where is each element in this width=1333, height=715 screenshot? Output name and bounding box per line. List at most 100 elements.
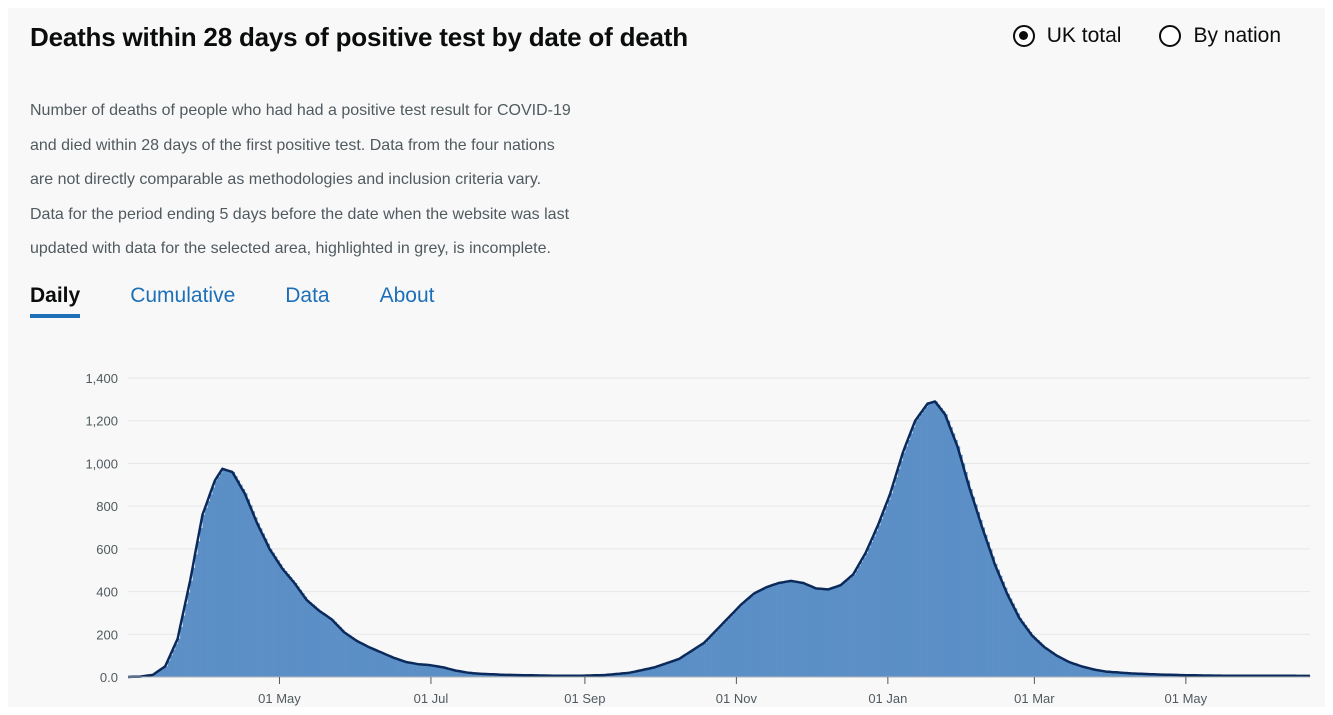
daily-bar — [949, 427, 953, 677]
radio-unchecked-icon[interactable] — [1159, 25, 1182, 47]
daily-bar — [614, 674, 618, 677]
daily-bar — [172, 649, 176, 677]
radio-by-nation-label: By nation — [1193, 24, 1281, 47]
daily-bar — [726, 619, 730, 677]
daily-bar — [177, 638, 181, 677]
daily-bar — [1044, 647, 1048, 677]
daily-bar — [483, 673, 486, 677]
daily-bar — [1014, 608, 1018, 677]
daily-bar — [311, 604, 315, 677]
y-tick-label: 200 — [96, 627, 118, 642]
daily-bar — [867, 547, 871, 677]
daily-bar — [458, 671, 462, 677]
daily-bar — [1088, 668, 1092, 677]
daily-bar — [371, 648, 375, 677]
daily-bar — [423, 664, 427, 677]
daily-bar — [962, 463, 966, 677]
daily-bar — [656, 666, 660, 677]
x-tick-label: 01 Mar — [1014, 691, 1055, 706]
daily-bar — [460, 671, 464, 677]
daily-bar — [1004, 587, 1008, 677]
daily-bar — [1146, 674, 1149, 677]
daily-bar — [190, 580, 193, 677]
daily-bar — [480, 673, 484, 677]
daily-bar — [214, 480, 218, 677]
daily-bar — [398, 659, 402, 677]
daily-bar — [669, 662, 673, 677]
description-line: and died within 28 days of the first pos… — [30, 136, 555, 154]
daily-bar — [786, 581, 789, 677]
daily-bar — [1002, 581, 1005, 677]
daily-bar — [1041, 644, 1045, 677]
daily-bar — [671, 661, 675, 677]
y-tick-label: 600 — [96, 542, 118, 557]
daily-bar — [1031, 635, 1035, 677]
daily-bar — [314, 606, 318, 677]
radio-uk-total[interactable]: UK total — [1012, 24, 1121, 48]
daily-bar — [957, 446, 961, 677]
daily-bar — [823, 589, 827, 677]
daily-bar — [272, 552, 275, 677]
daily-bar — [905, 446, 909, 677]
daily-bar — [1096, 669, 1100, 677]
daily-bar — [361, 643, 365, 677]
daily-bar — [1064, 659, 1067, 677]
daily-bar — [681, 657, 685, 677]
daily-bar — [376, 650, 380, 677]
y-tick-label: 0.0 — [100, 670, 118, 685]
tab-about[interactable]: About — [379, 284, 435, 307]
daily-bar — [478, 673, 481, 677]
daily-bar — [455, 670, 459, 677]
daily-bar — [222, 468, 226, 677]
tab-daily[interactable]: Daily — [30, 284, 81, 318]
daily-bar — [299, 589, 303, 677]
daily-bar — [835, 586, 839, 677]
daily-bar — [855, 570, 859, 677]
daily-bar — [386, 654, 390, 677]
daily-bar — [679, 658, 683, 677]
daily-bar — [860, 561, 864, 677]
daily-bar — [830, 588, 834, 677]
daily-bar — [1128, 673, 1132, 677]
tab-cumulative[interactable]: Cumulative — [130, 284, 236, 307]
daily-bar — [232, 471, 236, 677]
daily-bar — [244, 493, 248, 677]
daily-bar — [964, 471, 968, 677]
daily-bar — [992, 556, 995, 677]
daily-bar — [701, 644, 705, 677]
daily-bar — [1026, 628, 1030, 677]
chart-tabs: Daily Cumulative Data About — [30, 284, 435, 318]
daily-bar — [1098, 670, 1102, 677]
radio-by-nation[interactable]: By nation — [1159, 24, 1281, 48]
daily-bar — [870, 542, 874, 677]
daily-bar — [741, 604, 745, 677]
daily-bar — [872, 536, 876, 677]
daily-bar — [428, 665, 432, 677]
daily-bar — [1143, 673, 1147, 677]
daily-bar — [475, 673, 479, 677]
daily-bar — [281, 568, 285, 677]
daily-bar — [1136, 673, 1139, 677]
daily-bar — [316, 608, 320, 677]
daily-bar — [326, 615, 330, 677]
daily-bar — [279, 564, 283, 677]
daily-bar — [485, 674, 489, 677]
daily-bar — [165, 666, 169, 677]
daily-bar — [1021, 621, 1025, 677]
daily-bar — [296, 586, 300, 677]
daily-bar — [974, 504, 978, 677]
daily-bar — [795, 581, 799, 677]
daily-bar — [378, 651, 382, 677]
x-tick-label: 01 Jul — [414, 691, 449, 706]
daily-bar — [1138, 673, 1142, 677]
daily-bar — [910, 433, 913, 677]
daily-bar — [324, 614, 327, 677]
radio-checked-icon[interactable] — [1012, 25, 1035, 47]
tab-data[interactable]: Data — [285, 284, 330, 307]
daily-bar — [987, 542, 990, 677]
daily-bar — [396, 658, 399, 677]
daily-bar — [848, 578, 851, 677]
daily-bar — [242, 489, 246, 677]
daily-bar — [217, 476, 221, 677]
